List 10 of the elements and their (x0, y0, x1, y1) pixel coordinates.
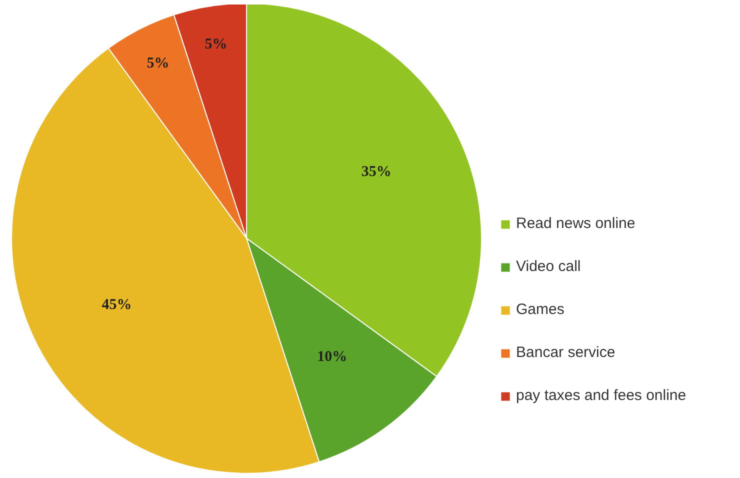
data-label: 5% (204, 36, 228, 53)
legend-label: Bancar service (516, 344, 616, 361)
data-label: 10% (317, 348, 348, 365)
legend-label: pay taxes and fees online (516, 387, 686, 404)
data-label: 35% (361, 164, 392, 180)
legend-label: Read news online (516, 215, 636, 232)
legend-label: Video call (516, 258, 581, 275)
legend-label: Games (516, 301, 564, 318)
data-label: 5% (146, 56, 170, 72)
data-label: 45% (102, 296, 132, 313)
